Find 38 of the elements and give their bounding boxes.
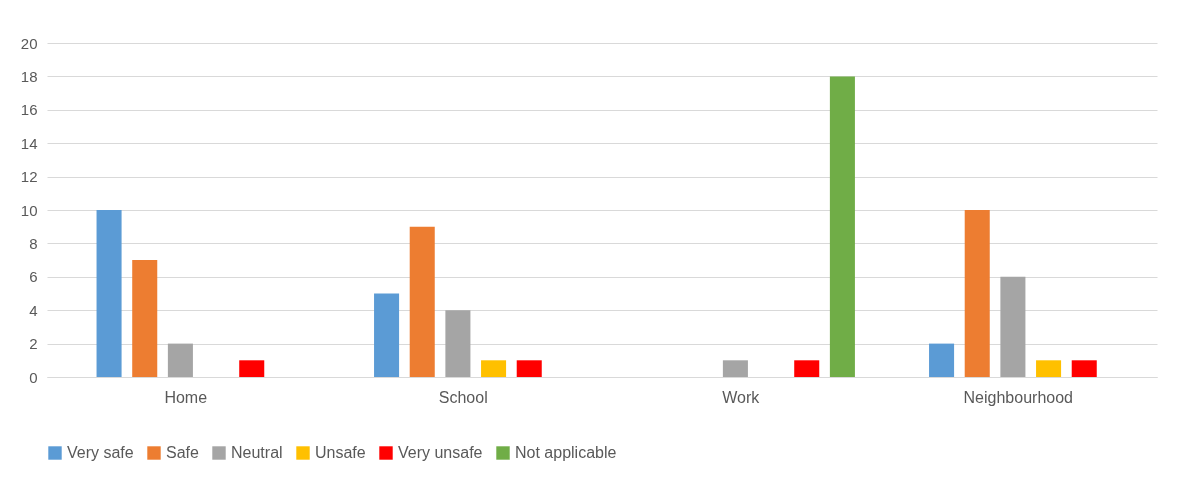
- x-tick-label: Neighbourhood: [963, 388, 1073, 406]
- bar: [964, 210, 990, 377]
- y-tick-label: 10: [20, 201, 38, 219]
- bar: [794, 360, 820, 377]
- x-tick-label: School: [438, 388, 488, 406]
- legend-label: Safe: [166, 444, 200, 461]
- bar: [722, 360, 748, 377]
- legend-label: Not applicable: [515, 444, 617, 461]
- y-tick-label: 6: [29, 268, 38, 286]
- y-tick-label: 18: [20, 67, 38, 85]
- bar: [409, 226, 435, 377]
- y-tick-label: 12: [20, 168, 38, 186]
- bar: [132, 260, 158, 377]
- y-tick-label: 4: [29, 301, 38, 319]
- bar: [1036, 360, 1062, 377]
- bar: [167, 343, 193, 377]
- bar: [445, 310, 471, 377]
- bar: [929, 343, 955, 377]
- bar: [239, 360, 265, 377]
- y-tick-label: 20: [20, 34, 38, 52]
- bar: [481, 360, 507, 377]
- bar: [1000, 276, 1026, 377]
- bar: [829, 76, 855, 377]
- x-tick-label: Home: [164, 388, 208, 406]
- y-tick-label: 8: [29, 234, 38, 252]
- legend-label: Very unsafe: [398, 444, 483, 461]
- bar: [1071, 360, 1097, 377]
- legend-label: Very safe: [67, 444, 134, 461]
- legend-label: Unsafe: [315, 444, 366, 461]
- legend-label: Neutral: [231, 444, 283, 461]
- bar: [96, 210, 122, 377]
- bar: [516, 360, 542, 377]
- y-tick-label: 14: [20, 134, 38, 152]
- x-tick-label: Work: [722, 388, 761, 406]
- y-tick-label: 2: [29, 335, 38, 353]
- bar: [374, 293, 400, 377]
- y-tick-label: 16: [20, 101, 38, 119]
- y-tick-label: 0: [29, 368, 38, 386]
